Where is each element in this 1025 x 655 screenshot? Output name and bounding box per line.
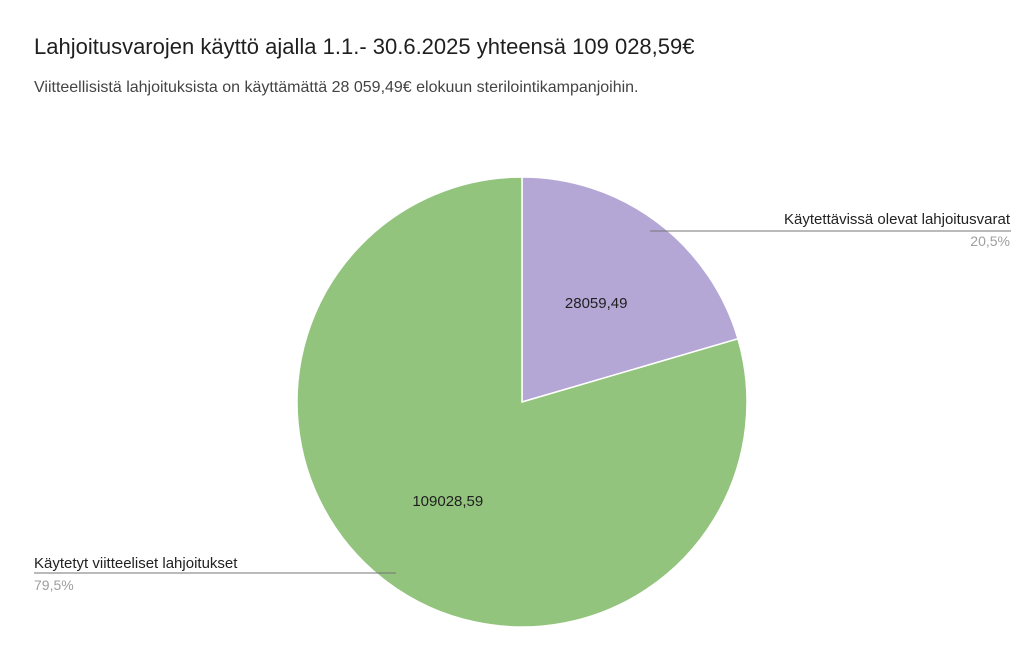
slice-value-labels: 28059,49 109028,59 — [412, 295, 627, 510]
legend-entry-name-0: Käytettävissä olevat lahjoitusvarat — [784, 211, 1011, 228]
legend-entry-name-1: Käytetyt viitteeliset lahjoitukset — [34, 555, 238, 572]
pie-slice-1 — [296, 176, 748, 628]
pie-legend: Käytettävissä olevat lahjoitusvarat 20,5%… — [34, 211, 1011, 593]
pie-slice-0 — [521, 176, 739, 404]
slice-value-label-0: 28059,49 — [565, 295, 628, 312]
chart-title: Lahjoitusvarojen käyttö ajalla 1.1.- 30.… — [34, 34, 695, 59]
slice-value-label-1: 109028,59 — [412, 493, 483, 510]
chart-subtitle: Viitteellisistä lahjoituksista on käyttä… — [34, 79, 639, 96]
legend-entry-percent-0: 20,5% — [970, 233, 1010, 249]
pie-slices — [296, 176, 748, 628]
legend-entry-percent-1: 79,5% — [34, 577, 74, 593]
